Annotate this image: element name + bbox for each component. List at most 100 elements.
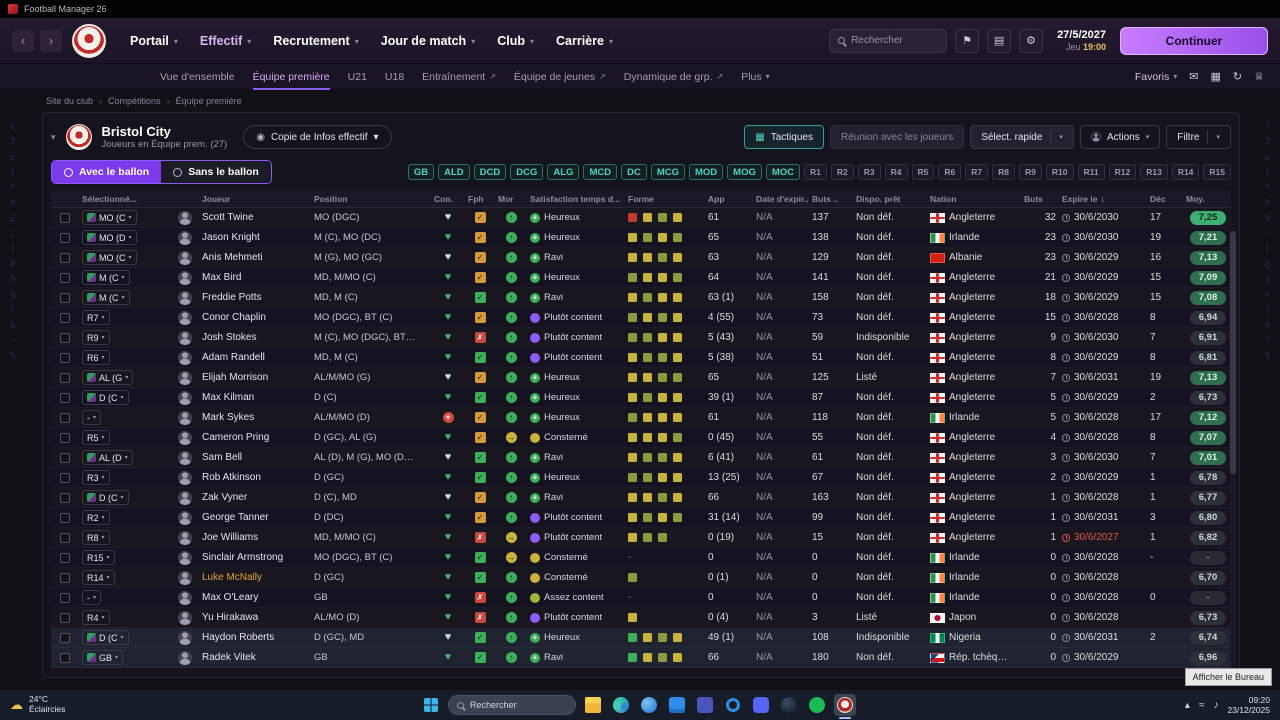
table-row[interactable]: R14 ▾ Luke McNally D (GC) ♥ ✓ ↑ Consterné 0 (1) N… — [51, 568, 1231, 588]
table-row[interactable]: R9 ▾ Josh Stokes M (C), MO (DGC), BT… ♥ ✗ ↑ Plu… — [51, 328, 1231, 348]
nav-menu-effectif[interactable]: Effectif ▾ — [190, 26, 261, 56]
tactics-button[interactable]: ▦ Tactiques — [744, 125, 824, 149]
sync-icon[interactable]: ↻ — [1232, 71, 1243, 83]
table-row[interactable]: R8 ▾ Joe Williams MD, M/MO (C) ♥ ✗ → Plutôt con… — [51, 528, 1231, 548]
network-icon[interactable]: ≈ — [1198, 699, 1205, 711]
slot-chip-r10[interactable]: R10 — [1045, 164, 1074, 180]
filter-button[interactable]: Filtre ▾ — [1166, 125, 1231, 149]
row-checkbox[interactable] — [60, 572, 70, 583]
selection-dropdown[interactable]: - ▾ — [82, 410, 102, 425]
row-checkbox[interactable] — [60, 232, 70, 243]
table-row[interactable]: MO (C ▾ Anis Mehmeti M (G), MO (GC) ♥ ✓ ↑ + Ravi… — [51, 248, 1231, 268]
selection-dropdown[interactable]: R7 ▾ — [82, 310, 110, 325]
table-row[interactable]: R3 ▾ Rob Atkinson D (GC) ♥ ✓ ↑ + Heureux 13 (25) N… — [51, 468, 1231, 488]
taskbar-app-hp[interactable] — [722, 694, 744, 716]
nav-menu-portail[interactable]: Portail ▾ — [120, 26, 188, 56]
player-name[interactable]: Joe Williams — [202, 532, 259, 543]
selection-dropdown[interactable]: MO (C ▾ — [82, 210, 137, 225]
taskbar-app-edge[interactable] — [610, 694, 632, 716]
table-row[interactable]: D (C ▾ Haydon Roberts D (GC), MD ♥ ✓ ↑ + Heureux… — [51, 628, 1231, 648]
taskbar-app-store[interactable] — [666, 694, 688, 716]
selection-dropdown[interactable]: D (C ▾ — [82, 630, 129, 645]
column-header-dispo-pret[interactable]: Dispo. prêt — [853, 194, 927, 204]
selection-dropdown[interactable]: R2 ▾ — [82, 510, 110, 525]
player-name[interactable]: Conor Chaplin — [202, 312, 266, 323]
breadcrumb-item-competitions[interactable]: Compétitions — [108, 96, 161, 106]
continue-button[interactable]: Continuer — [1120, 26, 1268, 55]
selection-dropdown[interactable]: MO (D ▾ — [82, 230, 137, 245]
table-row[interactable]: R15 ▾ Sinclair Armstrong MO (DGC), BT (C) ♥ ✓… — [51, 548, 1231, 568]
volume-icon[interactable]: ♪ — [1213, 699, 1219, 711]
slot-chip-r6[interactable]: R6 — [938, 164, 962, 180]
row-checkbox[interactable] — [60, 592, 70, 603]
position-chip-dc[interactable]: DC — [621, 164, 647, 180]
slot-chip-r14[interactable]: R14 — [1171, 164, 1200, 180]
position-chip-dcg[interactable]: DCG — [510, 164, 544, 180]
player-name[interactable]: Josh Stokes — [202, 332, 257, 343]
column-header-selectionne[interactable]: Sélectionné... — [79, 194, 171, 204]
view-dropdown[interactable]: ◉ Copie de Infos effectif ▾ — [243, 125, 392, 149]
messages-icon[interactable]: ✉ — [1189, 71, 1199, 83]
column-header-buts[interactable]: Buts .. — [809, 194, 853, 204]
selection-dropdown[interactable]: R8 ▾ — [82, 530, 110, 545]
column-header-mor[interactable]: Mor — [495, 194, 527, 204]
slot-chip-r2[interactable]: R2 — [830, 164, 854, 180]
player-name[interactable]: Rob Atkinson — [202, 472, 261, 483]
table-row[interactable]: MO (D ▾ Jason Knight M (C), MO (DC) ♥ ✓ ↑ + Heur… — [51, 228, 1231, 248]
with-ball-button[interactable]: Avec le ballon — [52, 161, 162, 183]
row-checkbox[interactable] — [60, 492, 70, 503]
player-name[interactable]: Sam Bell — [202, 452, 243, 463]
row-checkbox[interactable] — [60, 432, 70, 443]
column-header-satisfaction-temps-d[interactable]: Satisfaction temps d... — [527, 194, 625, 204]
start-button[interactable] — [420, 694, 442, 716]
player-name[interactable]: Luke McNally — [202, 572, 263, 583]
row-checkbox[interactable] — [60, 292, 70, 303]
table-row[interactable]: MO (C ▾ Scott Twine MO (DGC) ♥ ✓ ↑ + Heureux 61 N/… — [51, 208, 1231, 228]
slot-chip-r7[interactable]: R7 — [965, 164, 989, 180]
nav-menu-carriere[interactable]: Carrière ▾ — [546, 26, 623, 56]
devices-icon[interactable]: ▤ — [987, 28, 1012, 53]
column-header-con[interactable]: Con. — [431, 194, 465, 204]
selection-dropdown[interactable]: AL (D ▾ — [82, 450, 133, 465]
position-chip-gb[interactable]: GB — [407, 164, 435, 180]
column-header-joueur[interactable]: Joueur — [199, 194, 311, 204]
player-name[interactable]: Haydon Roberts — [202, 632, 275, 643]
player-name[interactable]: Yu Hirakawa — [202, 612, 259, 623]
column-header-buts[interactable]: Buts — [1021, 194, 1059, 204]
row-checkbox[interactable] — [60, 512, 70, 523]
taskbar-app-spotify[interactable] — [806, 694, 828, 716]
player-name[interactable]: Zak Vyner — [202, 492, 248, 503]
subnav-item-equipe-premiere[interactable]: Équipe première — [253, 64, 330, 90]
forward-button[interactable]: › — [40, 29, 62, 52]
slot-chip-r4[interactable]: R4 — [884, 164, 908, 180]
selection-dropdown[interactable]: M (C ▾ — [82, 270, 130, 285]
table-row[interactable]: D (C ▾ Zak Vyner D (C), MD ♥ ✓ ↑ + Ravi 66 N/A 163 N… — [51, 488, 1231, 508]
column-header-nation[interactable]: Nation — [927, 194, 1021, 204]
row-checkbox[interactable] — [60, 632, 70, 643]
stats-icon[interactable]: ▦ — [1210, 71, 1221, 83]
selection-dropdown[interactable]: D (C ▾ — [82, 490, 129, 505]
subnav-item-plus[interactable]: Plus ▾ — [741, 64, 769, 90]
row-checkbox[interactable] — [60, 392, 70, 403]
column-header-position[interactable]: Position — [311, 194, 431, 204]
selection-dropdown[interactable]: R15 ▾ — [82, 550, 115, 565]
subnav-item-equipe-de-jeunes[interactable]: Équipe de jeunes ↗ — [514, 64, 606, 90]
selection-dropdown[interactable]: R3 ▾ — [82, 470, 110, 485]
taskbar-app-teams[interactable] — [694, 694, 716, 716]
column-header-date-d-expir[interactable]: Date d'expir... — [753, 194, 809, 204]
player-name[interactable]: Radek Vitek — [202, 652, 256, 663]
row-checkbox[interactable] — [60, 612, 70, 623]
table-row[interactable]: GB ▾ Radek Vitek GB ♥ ✓ ↑ + Ravi 66 N/A 180 Non déf.… — [51, 648, 1231, 668]
slot-chip-r13[interactable]: R13 — [1140, 164, 1168, 180]
player-name[interactable]: George Tanner — [202, 512, 269, 523]
position-chip-moc[interactable]: MOC — [765, 164, 801, 180]
subnav-item-dynamique-de-grp[interactable]: Dynamique de grp. ↗ — [624, 64, 723, 90]
without-ball-button[interactable]: Sans le ballon — [161, 161, 271, 183]
taskbar-app-discord[interactable] — [750, 694, 772, 716]
actions-button[interactable]: Actions ▾ — [1079, 125, 1161, 149]
player-name[interactable]: Mark Sykes — [202, 412, 255, 423]
slot-chip-r11[interactable]: R11 — [1077, 164, 1105, 180]
taskbar-app-steam[interactable] — [778, 694, 800, 716]
position-chip-alg[interactable]: ALG — [547, 164, 580, 180]
nav-menu-jour-de-match[interactable]: Jour de match ▾ — [371, 26, 485, 56]
